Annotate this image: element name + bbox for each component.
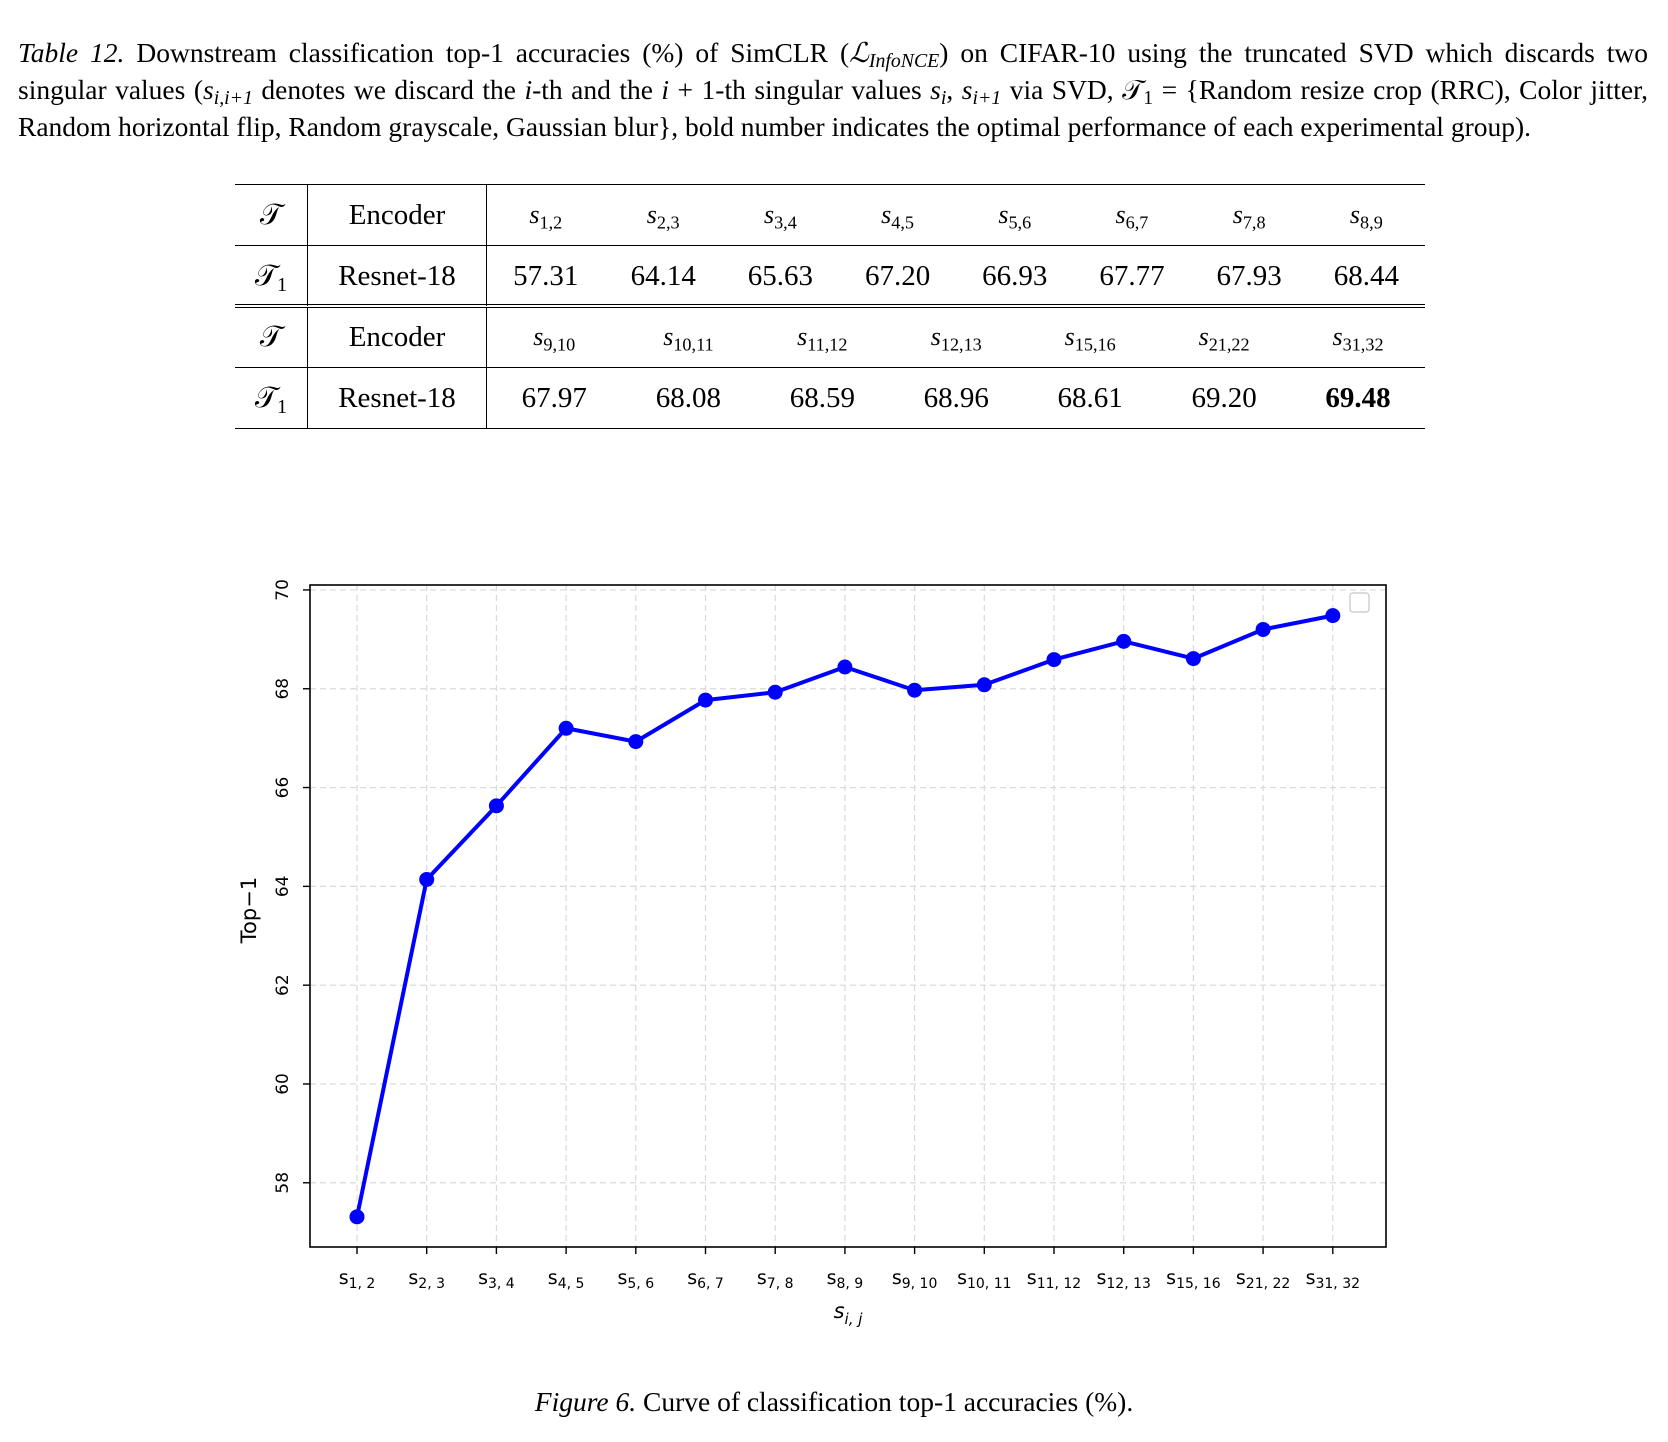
x-tick-label: s10, 11 [957, 1267, 1011, 1292]
col-header: s7,8 [1190, 184, 1308, 246]
data-point [419, 871, 435, 887]
table-row: 𝒯1 Resnet-18 57.31 64.14 65.63 67.20 66.… [235, 245, 1425, 306]
x-tick-label: s12, 13 [1096, 1267, 1150, 1292]
table-header-row: 𝒯 Encoder s1,2 s2,3 s3,4 s4,5 s5,6 s6,7 … [235, 184, 1425, 246]
results-table-group-2: 𝒯 Encoder s9,10 s10,11 s11,12 s12,13 s15… [235, 307, 1425, 429]
col-header: s5,6 [956, 184, 1074, 246]
aug-cell: 𝒯1 [235, 367, 308, 429]
encoder-header: Encoder [307, 184, 487, 246]
encoder-cell: Resnet-18 [307, 367, 487, 429]
data-point [1185, 651, 1201, 667]
value-cell: 66.93 [982, 259, 1048, 292]
data-point [1255, 621, 1271, 637]
col-header: s10,11 [621, 307, 756, 368]
accuracy-line-chart: 58 60 62 64 66 68 70 s1, 2 s2, 3 s3, 4 s4, 5 s5, 6… [237, 579, 1387, 1328]
value-cell: 64.14 [630, 259, 696, 292]
x-tick-label: s6, 7 [687, 1267, 724, 1292]
value-cell: 57.31 [513, 259, 579, 292]
x-axis: s1, 2 s2, 3 s3, 4 s4, 5 s5, 6 s6, 7 s7, 8 s8, 9… [339, 1247, 1360, 1292]
x-tick-label: s5, 6 [617, 1267, 654, 1292]
data-point [837, 659, 853, 675]
table-row: 𝒯1 Resnet-18 67.97 68.08 68.59 68.96 68.… [235, 367, 1425, 429]
x-tick-label: s7, 8 [757, 1267, 794, 1292]
results-table-group-1: 𝒯 Encoder s1,2 s2,3 s3,4 s4,5 s5,6 s6,7 … [235, 184, 1425, 306]
figure-caption: Figure 6. Curve of classification top-1 … [534, 1386, 1134, 1417]
value-cell: 67.97 [521, 381, 587, 414]
table-caption-label: Table 12. [18, 37, 125, 68]
data-point [976, 677, 992, 693]
x-tick-label: s2, 3 [408, 1267, 445, 1292]
x-tick-label: s21, 22 [1236, 1267, 1290, 1292]
value-cell: 69.20 [1191, 381, 1257, 414]
data-point [1046, 652, 1062, 668]
col-header: s31,32 [1291, 307, 1425, 368]
col-header: s9,10 [486, 307, 622, 368]
encoder-header: Encoder [307, 307, 487, 368]
y-tick-label: 64 [273, 876, 293, 898]
value-cell: 65.63 [747, 259, 813, 292]
table-header-row: 𝒯 Encoder s9,10 s10,11 s11,12 s12,13 s15… [235, 307, 1425, 368]
x-tick-label: s31, 32 [1306, 1267, 1360, 1292]
value-cell: 67.77 [1099, 259, 1165, 292]
y-tick-label: 66 [273, 777, 293, 799]
table-caption: Table 12. Downstream classification top-… [18, 37, 1649, 142]
value-cell: 68.44 [1333, 259, 1399, 292]
y-tick-label: 70 [273, 579, 293, 601]
col-header: s21,22 [1157, 307, 1292, 368]
y-tick-label: 68 [273, 678, 293, 700]
x-tick-label: s4, 5 [548, 1267, 585, 1292]
x-tick-label: s11, 12 [1027, 1267, 1081, 1292]
figure-caption-label: Figure 6. [534, 1386, 637, 1417]
value-cell-best: 69.48 [1325, 381, 1391, 414]
col-header: s12,13 [889, 307, 1024, 368]
aug-header: 𝒯 [235, 184, 308, 246]
y-tick-label: 60 [273, 1073, 293, 1095]
col-header: s3,4 [721, 184, 839, 246]
data-point [558, 720, 574, 736]
x-tick-label: s3, 4 [478, 1267, 515, 1292]
value-cell: 68.59 [789, 381, 855, 414]
x-tick-label: s9, 10 [892, 1267, 938, 1292]
col-header: s11,12 [755, 307, 890, 368]
aug-header: 𝒯 [235, 307, 308, 368]
data-point [1116, 633, 1132, 649]
value-cell: 67.93 [1216, 259, 1282, 292]
data-point [698, 692, 713, 708]
data-point [767, 684, 783, 700]
plot-frame [309, 584, 1387, 1248]
col-header: s15,16 [1023, 307, 1158, 368]
legend-box [1349, 592, 1370, 613]
y-axis: 58 60 62 64 66 68 70 [273, 579, 310, 1194]
value-cell: 68.08 [655, 381, 722, 414]
value-cell: 67.20 [864, 259, 931, 292]
y-tick-label: 62 [273, 974, 293, 996]
y-axis-label: Top−1 [237, 877, 261, 944]
data-point [907, 682, 923, 698]
x-tick-label: s1, 2 [339, 1267, 376, 1292]
value-cell: 68.61 [1057, 381, 1123, 414]
data-point [1325, 608, 1341, 624]
aug-cell: 𝒯1 [235, 245, 308, 306]
series-points [349, 608, 1341, 1225]
col-header: s4,5 [838, 184, 957, 246]
col-header: s6,7 [1073, 184, 1191, 246]
x-tick-label: s15, 16 [1166, 1267, 1221, 1292]
col-header: s2,3 [604, 184, 722, 246]
y-tick-label: 58 [273, 1172, 293, 1194]
data-point [628, 734, 644, 750]
data-point [488, 798, 504, 814]
chart-grid [310, 585, 1386, 1247]
col-header: s1,2 [486, 184, 605, 246]
x-axis-label: si, j [834, 1299, 864, 1328]
data-point [349, 1209, 365, 1225]
x-tick-label: s8, 9 [827, 1267, 864, 1292]
col-header: s8,9 [1307, 184, 1425, 246]
value-cell: 68.96 [923, 381, 989, 414]
encoder-cell: Resnet-18 [307, 245, 487, 306]
